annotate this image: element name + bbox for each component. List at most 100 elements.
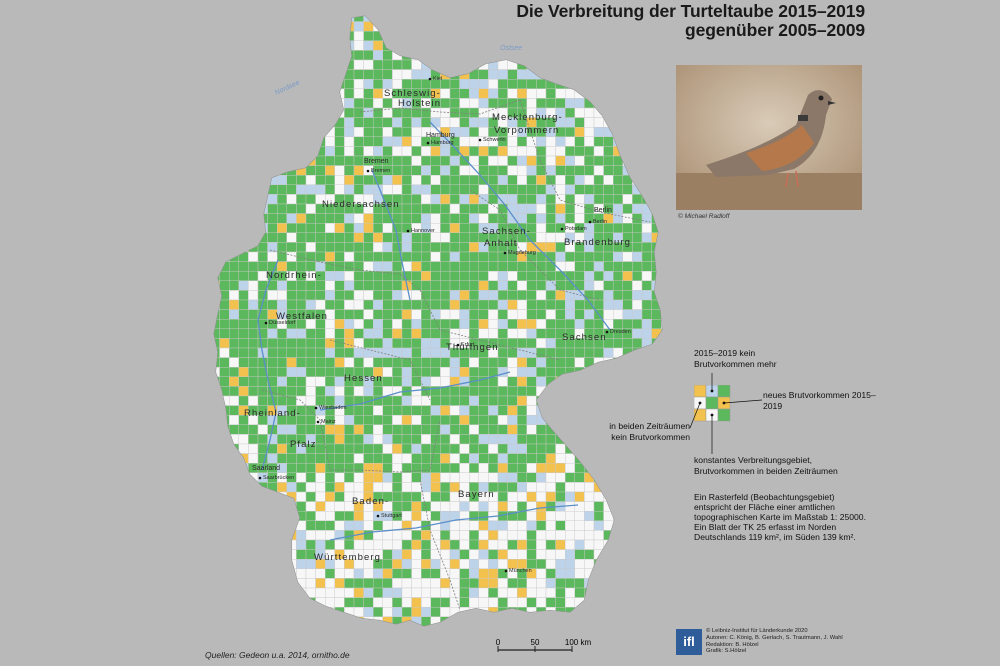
raster-cell	[632, 443, 643, 454]
raster-cell	[584, 155, 595, 166]
raster-cell	[536, 491, 547, 502]
raster-cell	[411, 78, 422, 89]
raster-cell	[228, 482, 239, 493]
raster-cell	[603, 395, 614, 406]
raster-cell	[565, 434, 576, 445]
raster-cell	[392, 347, 403, 358]
raster-cell	[392, 88, 403, 99]
raster-cell	[421, 357, 432, 368]
raster-cell	[555, 155, 566, 166]
raster-cell	[228, 98, 239, 109]
raster-cell	[305, 271, 316, 282]
raster-cell	[593, 290, 604, 301]
raster-cell	[277, 136, 288, 147]
raster-cell	[632, 549, 643, 560]
raster-cell	[641, 136, 652, 147]
raster-cell	[488, 559, 499, 570]
raster-cell	[497, 50, 508, 61]
raster-cell	[277, 16, 288, 22]
raster-cell	[555, 98, 566, 109]
raster-cell	[296, 309, 307, 320]
raster-cell	[411, 203, 422, 214]
raster-cell	[353, 472, 364, 483]
raster-cell	[286, 251, 297, 262]
raster-cell	[267, 511, 278, 522]
raster-cell	[363, 511, 374, 522]
raster-cell	[536, 78, 547, 89]
raster-cell	[526, 126, 537, 137]
raster-cell	[353, 136, 364, 147]
raster-cell	[469, 568, 480, 579]
raster-cell	[344, 549, 355, 560]
raster-cell	[267, 40, 278, 51]
raster-cell	[382, 453, 393, 464]
raster-cell	[248, 434, 259, 445]
raster-cell	[296, 520, 307, 531]
raster-cell	[661, 117, 662, 128]
raster-cell	[392, 261, 403, 272]
legend-new: neues Brutvorkommen 2015–2019	[763, 390, 876, 411]
raster-cell	[228, 472, 239, 483]
raster-cell	[556, 626, 566, 636]
raster-cell	[257, 117, 268, 128]
raster-cell	[469, 78, 480, 89]
raster-cell	[228, 309, 239, 320]
raster-cell	[593, 530, 604, 541]
raster-cell	[238, 222, 249, 233]
raster-cell	[507, 559, 518, 570]
raster-cell	[411, 146, 422, 157]
raster-cell	[449, 251, 460, 262]
raster-cell	[382, 482, 393, 493]
raster-cell	[565, 616, 576, 626]
raster-cell	[277, 578, 288, 589]
raster-cell	[603, 376, 614, 387]
raster-cell	[257, 357, 268, 368]
raster-cell	[228, 568, 239, 579]
raster-cell	[478, 242, 489, 253]
raster-cell	[315, 165, 326, 176]
raster-cell	[497, 568, 508, 579]
raster-cell	[536, 347, 547, 358]
raster-cell	[363, 616, 374, 626]
raster-cell	[392, 290, 403, 301]
raster-cell	[430, 213, 441, 224]
raster-cell	[411, 299, 422, 310]
raster-cell	[488, 319, 499, 330]
raster-cell	[449, 232, 460, 243]
raster-cell	[574, 319, 585, 330]
raster-cell	[305, 511, 316, 522]
raster-cell	[315, 117, 326, 128]
raster-cell	[267, 69, 278, 80]
raster-cell	[651, 501, 662, 512]
raster-cell	[335, 626, 345, 636]
raster-cell	[661, 463, 662, 474]
photo-credit: © Michael Radloff	[678, 213, 730, 220]
raster-cell	[325, 280, 336, 291]
raster-cell	[469, 107, 480, 118]
raster-cell	[334, 309, 345, 320]
raster-cell	[565, 117, 576, 128]
raster-cell	[286, 174, 297, 185]
raster-cell	[622, 549, 633, 560]
raster-cell	[344, 405, 355, 416]
raster-cell	[632, 607, 643, 618]
raster-cell	[325, 107, 336, 118]
raster-cell	[632, 222, 643, 233]
raster-cell	[459, 117, 470, 128]
raster-cell	[517, 501, 528, 512]
raster-cell	[267, 50, 278, 61]
raster-cell	[593, 587, 604, 598]
raster-cell	[315, 232, 326, 243]
raster-cell	[430, 21, 441, 32]
raster-cell	[344, 174, 355, 185]
raster-cell	[238, 280, 249, 291]
raster-cell	[574, 472, 585, 483]
raster-cell	[613, 88, 624, 99]
raster-cell	[661, 386, 662, 397]
raster-cell	[497, 616, 508, 626]
raster-cell	[584, 319, 595, 330]
raster-cell	[430, 434, 441, 445]
raster-cell	[219, 31, 230, 42]
raster-cell	[214, 357, 220, 368]
raster-cell	[353, 482, 364, 493]
